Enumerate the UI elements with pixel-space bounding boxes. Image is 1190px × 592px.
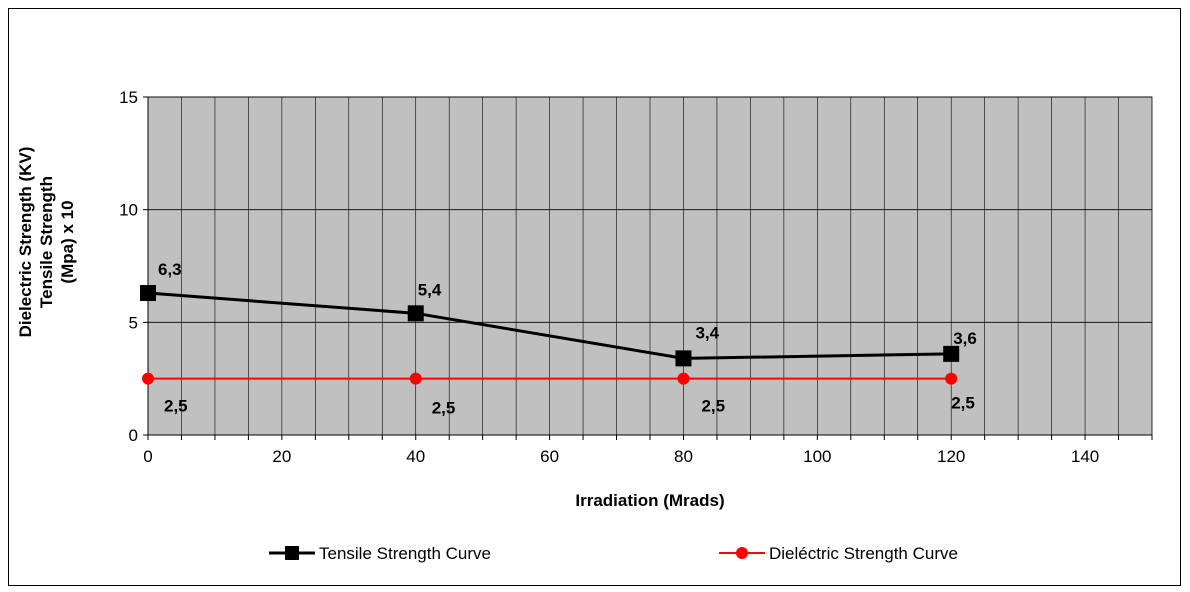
x-tick-label: 140	[1071, 447, 1099, 466]
legend: Tensile Strength Curve Dieléctric Strengt…	[269, 544, 958, 563]
data-label: 3,4	[695, 323, 719, 342]
axes: 0 5 10 15 0 20 40 60 80 100 120 140	[119, 88, 1153, 466]
dielectric-point	[677, 372, 690, 385]
data-label: 2,5	[164, 397, 188, 416]
data-label: 2,5	[951, 394, 975, 413]
x-tick-label: 0	[143, 447, 152, 466]
y-axis-title-line: (Mpa) x 10	[58, 200, 77, 283]
legend-label: Tensile Strength Curve	[319, 544, 491, 563]
dielectric-point	[142, 372, 154, 385]
y-tick-label: 15	[119, 88, 138, 107]
dielectric-point	[945, 372, 958, 385]
dielectric-point	[409, 372, 422, 385]
y-axis-title-line: Tensile Strength	[37, 176, 56, 308]
y-tick-label: 10	[119, 201, 138, 220]
x-tick-label: 60	[540, 447, 559, 466]
x-tick-label: 100	[803, 447, 831, 466]
series-line-tensile	[147, 291, 952, 360]
data-label: 6,3	[158, 260, 182, 279]
tensile-point	[407, 305, 424, 322]
series-layer	[140, 285, 960, 385]
data-labels: 6,3 5,4 3,4 3,6 2,5 2,5 2,5 2,5	[158, 260, 977, 418]
legend-swatch-marker	[285, 546, 299, 560]
x-axis-title: Irradiation (Mrads)	[575, 491, 724, 510]
legend-swatch-marker	[736, 547, 748, 559]
x-tick-label: 40	[406, 447, 425, 466]
data-label: 2,5	[432, 399, 456, 418]
tensile-point	[675, 350, 692, 367]
data-label: 2,5	[701, 397, 725, 416]
y-axis-title: Dielectric Strength (KV) Tensile Strength…	[16, 147, 77, 338]
data-label: 5,4	[418, 280, 442, 299]
y-axis-title-line: Dielectric Strength (KV)	[16, 147, 35, 338]
legend-label: Dieléctric Strength Curve	[769, 544, 958, 563]
line-chart: 0 5 10 15 0 20 40 60 80 100 120 140 6,3 5,4 3,4 3,6 2,5…	[16, 88, 1153, 563]
tensile-point	[943, 345, 960, 362]
chart-frame: 0 5 10 15 0 20 40 60 80 100 120 140 6,3 5,4 3,4 3,6 2,5…	[8, 8, 1181, 586]
y-tick-label: 0	[129, 426, 138, 445]
x-tick-label: 120	[937, 447, 965, 466]
y-tick-label: 5	[129, 313, 138, 332]
x-tick-label: 80	[674, 447, 693, 466]
x-tick-label: 20	[272, 447, 291, 466]
tensile-point	[140, 285, 156, 302]
data-label: 3,6	[953, 329, 977, 348]
